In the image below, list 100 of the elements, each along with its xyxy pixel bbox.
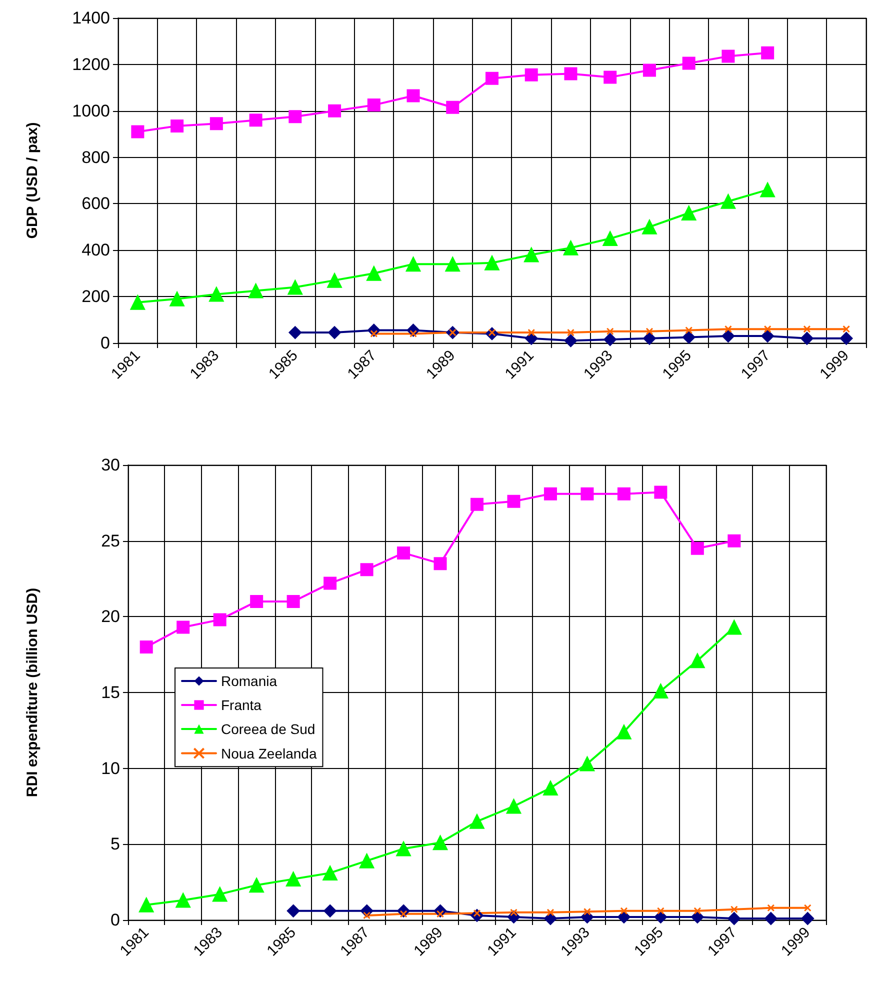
point (170, 119, 184, 132)
point (248, 283, 264, 298)
point (130, 294, 146, 310)
point (324, 904, 337, 918)
y-tick-label: 800 (82, 148, 110, 167)
point (760, 182, 776, 198)
point (170, 291, 185, 306)
point (212, 886, 228, 902)
point (486, 72, 498, 85)
point (724, 325, 732, 333)
point (720, 194, 736, 209)
point (761, 330, 774, 343)
point (690, 653, 705, 668)
point (396, 841, 412, 856)
point (616, 724, 632, 740)
point (730, 906, 738, 914)
point (840, 332, 853, 345)
point (642, 332, 656, 345)
y-tick-label: 25 (101, 531, 120, 550)
point (131, 125, 144, 138)
point (176, 892, 191, 908)
point (249, 878, 264, 893)
point (580, 487, 594, 500)
point (360, 563, 374, 576)
point (367, 98, 380, 112)
y-axis-title: GDP (USD / pax) (24, 122, 41, 239)
point (682, 330, 696, 344)
point (764, 912, 778, 925)
point (694, 907, 702, 915)
point (544, 912, 557, 925)
point (767, 904, 775, 912)
y-tick-label: 1000 (72, 101, 110, 120)
point (801, 912, 814, 925)
point (682, 56, 696, 70)
point (366, 266, 382, 281)
point (288, 326, 302, 340)
legend-label: Coreea de Sud (221, 721, 316, 737)
y-tick-label: 400 (82, 240, 110, 260)
point (208, 286, 224, 302)
point (563, 240, 578, 256)
point (800, 332, 814, 345)
point (604, 333, 617, 346)
point (642, 64, 656, 77)
point (288, 280, 303, 295)
point (322, 865, 338, 880)
y-tick-label: 30 (101, 456, 120, 474)
point (507, 494, 520, 508)
point (406, 89, 420, 102)
point (653, 683, 668, 698)
point (642, 219, 657, 234)
point (604, 70, 617, 84)
point (606, 328, 614, 336)
point (804, 904, 812, 912)
point (617, 910, 630, 924)
y-tick-label: 1400 (72, 8, 110, 28)
point (646, 328, 654, 336)
point (564, 334, 578, 348)
legend-label: Noua Zeelanda (221, 745, 317, 762)
point (620, 907, 628, 915)
point (528, 328, 536, 336)
point (580, 756, 595, 772)
point (210, 117, 223, 130)
point (140, 640, 153, 654)
legend-label: Franta (221, 697, 262, 713)
point (406, 256, 421, 272)
point (324, 576, 337, 590)
point (176, 620, 190, 634)
point (510, 908, 518, 916)
point (681, 206, 696, 220)
y-tick-label: 1200 (72, 54, 110, 74)
point (446, 100, 460, 114)
point (542, 780, 558, 796)
point (327, 272, 342, 288)
y-axis-title: RDI expenditure (billion USD) (24, 588, 41, 798)
point (761, 46, 774, 60)
point (546, 908, 554, 916)
point (728, 912, 741, 925)
point (286, 904, 300, 918)
point (470, 498, 484, 511)
point (432, 835, 448, 850)
point (328, 326, 342, 340)
point (363, 912, 371, 920)
point (690, 542, 704, 555)
point (728, 534, 741, 548)
point (506, 798, 522, 814)
point (842, 325, 850, 333)
point (764, 325, 772, 333)
point (524, 68, 538, 82)
y-tick-label: 0 (110, 910, 120, 930)
point (654, 486, 668, 499)
point (564, 67, 578, 80)
point (484, 255, 500, 270)
y-tick-label: 0 (100, 334, 110, 352)
y-tick-label: 15 (101, 683, 120, 702)
y-tick-label: 10 (101, 758, 120, 778)
point (722, 50, 735, 63)
y-tick-label: 200 (82, 287, 110, 306)
legend-label: Romania (221, 673, 278, 689)
point (583, 908, 591, 916)
point (288, 110, 302, 124)
